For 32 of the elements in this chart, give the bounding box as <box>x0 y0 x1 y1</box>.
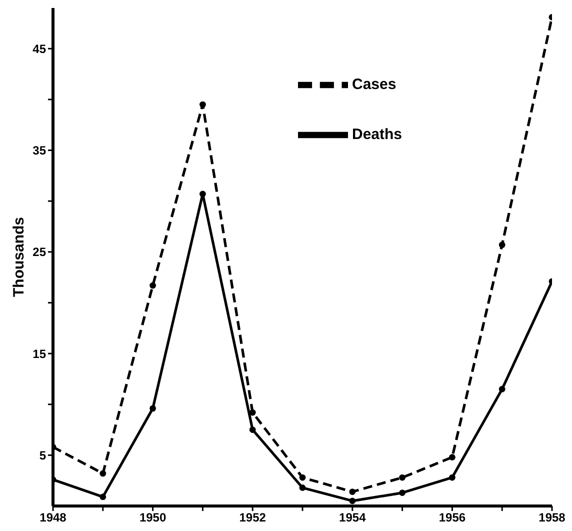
point <box>299 484 306 491</box>
point <box>100 470 106 477</box>
x-tick-label: 1952 <box>239 510 266 525</box>
point <box>349 498 356 504</box>
y-tick-label: 45 <box>32 42 46 56</box>
point <box>150 282 156 289</box>
point <box>399 490 406 496</box>
point <box>150 405 156 412</box>
y-tick-label: 5 <box>39 448 46 462</box>
point <box>349 488 356 495</box>
x-tick-label: 1950 <box>139 510 166 525</box>
point <box>100 494 106 500</box>
point <box>498 386 506 392</box>
point <box>449 474 456 481</box>
y-tick-label: 15 <box>32 346 46 361</box>
point <box>249 409 256 416</box>
x-tick-label: 1948 <box>40 510 67 525</box>
x-tick-label: 1958 <box>538 510 566 525</box>
point <box>299 474 306 481</box>
y-axis-title: Thousands <box>10 216 28 298</box>
legend-label: Deaths <box>352 126 402 143</box>
x-tick-label: 1954 <box>339 510 366 525</box>
y-tick-label: 35 <box>32 144 46 158</box>
point <box>449 454 456 460</box>
point <box>200 190 206 198</box>
y-tick-label: 25 <box>32 245 46 260</box>
point <box>249 426 256 433</box>
point <box>399 474 406 481</box>
legend-label: Cases <box>352 76 396 93</box>
point <box>200 101 206 108</box>
point <box>498 242 506 248</box>
x-tick-label: 1956 <box>438 510 466 525</box>
